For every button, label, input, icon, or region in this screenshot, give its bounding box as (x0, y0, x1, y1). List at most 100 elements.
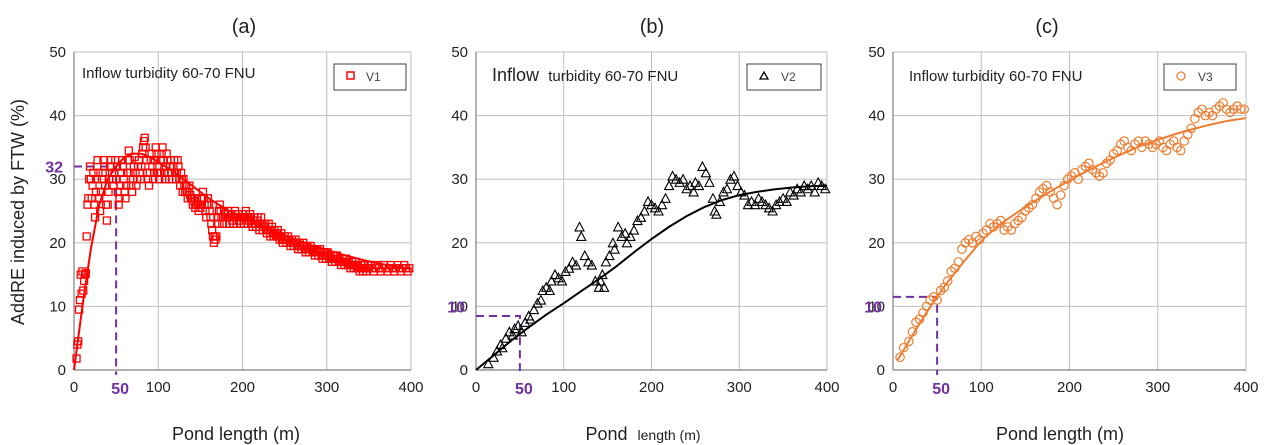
v2-data-point (742, 198, 754, 210)
panel-b-x-axis-title-main: Pond (585, 424, 627, 444)
v2-data-point (704, 176, 715, 187)
v2-data-point (537, 284, 549, 296)
v2-data-point (725, 173, 736, 184)
v1-data-point (112, 162, 122, 171)
v2-data-point (646, 198, 657, 210)
v3-data-point (1179, 136, 1190, 146)
v2-data-point (496, 342, 508, 353)
v2-data-point (635, 211, 647, 222)
v2-data-point (509, 322, 521, 334)
v2-data-point (667, 170, 678, 181)
panel-a-xtick-label: 300 (314, 379, 339, 396)
panel-b-reference-y-label: 10 (447, 299, 465, 316)
v2-data-point (798, 179, 810, 191)
panel-c-ytick-label: 10 (868, 298, 885, 315)
v2-data-point (603, 249, 615, 261)
panel-c-x-axis-title: Pond length (m) (996, 424, 1124, 444)
panel-c-xtick-label: 0 (889, 379, 897, 396)
v3-data-point (957, 244, 967, 254)
panel-b-ytick-label: 40 (451, 108, 468, 125)
panel-b-xticks: 0 100 200 300 400 (472, 379, 840, 396)
v2-data-point (711, 208, 722, 219)
v2-data-point (628, 224, 640, 235)
panel-b-xtick-label: 300 (727, 379, 752, 396)
panel-c-reference-x-label: 50 (932, 381, 950, 398)
v1-data-point (102, 216, 112, 225)
panel-c-legend: V3 (1163, 63, 1237, 91)
v1-data-point (95, 206, 105, 216)
v1-data-point (93, 155, 102, 165)
v2-data-point (746, 195, 757, 207)
v2-data-point (688, 186, 700, 197)
panel-a-reference: 50 32 (45, 159, 129, 398)
v2-data-point (777, 192, 789, 203)
v2-data-point (795, 186, 807, 197)
v2-data-point (707, 192, 719, 203)
v2-data-point (612, 221, 624, 232)
v3-data-point (942, 276, 953, 286)
v3-data-point (904, 336, 914, 347)
v2-data-point (653, 205, 664, 216)
panel-c-fit-curve (896, 117, 1247, 362)
v2-data-point (809, 186, 821, 197)
panel-a-reference-y-label: 32 (45, 159, 63, 176)
v1-data-point (82, 232, 91, 241)
v2-data-point (582, 256, 594, 267)
panel-a-xtick-label: 100 (146, 379, 171, 396)
v2-data-point (781, 195, 793, 207)
v1-data-point (121, 194, 130, 203)
legend-v3-marker (1176, 71, 1186, 81)
v1-data-point (144, 181, 154, 190)
v2-data-point (593, 281, 605, 292)
v2-data-point (732, 179, 743, 191)
v3-data-point (1098, 168, 1108, 178)
v1-data-point (80, 270, 90, 279)
panel-a-legend: V1 (333, 63, 407, 91)
v2-data-point (753, 192, 764, 203)
panel-b-xtick-label: 0 (472, 379, 480, 396)
v2-data-point (549, 268, 561, 280)
legend-v2-label: V2 (781, 70, 796, 84)
v2-data-point (482, 357, 494, 369)
v2-data-point (749, 198, 761, 210)
v2-data-point (689, 176, 701, 187)
v2-data-point (579, 249, 591, 261)
panel-a-ytick-label: 50 (49, 44, 66, 61)
panel-b-annotation-main: Inflow (492, 65, 540, 85)
v3-data-point (1055, 190, 1066, 200)
panel-b-fit-curve (475, 184, 828, 371)
panel-a-ytick-label: 0 (58, 362, 66, 379)
v2-data-point (639, 205, 650, 216)
v2-data-point (586, 259, 598, 270)
v2-data-point (663, 179, 675, 191)
v2-data-point (616, 230, 628, 241)
v1-data-point (118, 162, 128, 171)
v3-data-point (895, 352, 905, 363)
panel-c-yticks: 0 10 20 30 40 50 (868, 44, 885, 379)
v2-data-point (763, 202, 775, 213)
panel-a-xtick-label: 400 (398, 379, 423, 396)
v1-data-point (100, 162, 109, 171)
v1-data-point (212, 232, 221, 241)
panel-b-label: (b) (640, 16, 664, 38)
v2-data-point (528, 303, 540, 315)
panel-b-x-axis-title-rest: length (m) (638, 427, 701, 443)
v2-data-point (503, 326, 515, 337)
v2-data-point (735, 186, 747, 197)
v2-data-point (567, 256, 578, 267)
panel-b-xtick-label: 200 (639, 379, 664, 396)
panel-a-ytick-label: 20 (49, 235, 66, 252)
v2-data-point (774, 195, 786, 207)
panel-a: (a) 0 10 20 30 40 50 0 100 200 300 400 50 32 Inflo… (45, 16, 423, 444)
v1-data-point (140, 133, 149, 143)
v2-data-point (563, 262, 575, 273)
panel-b-x-axis-title: Pond length (m) (585, 424, 700, 444)
panel-a-fit-curve (73, 152, 412, 371)
v1-data-point (141, 143, 150, 152)
v2-data-point (656, 198, 668, 210)
panel-b-reference-line (476, 314, 521, 375)
v2-data-point (681, 183, 693, 194)
panel-c-xticks: 0 100 200 300 400 (889, 379, 1259, 396)
panel-c-grid (892, 51, 1247, 371)
v2-data-point (556, 275, 568, 286)
